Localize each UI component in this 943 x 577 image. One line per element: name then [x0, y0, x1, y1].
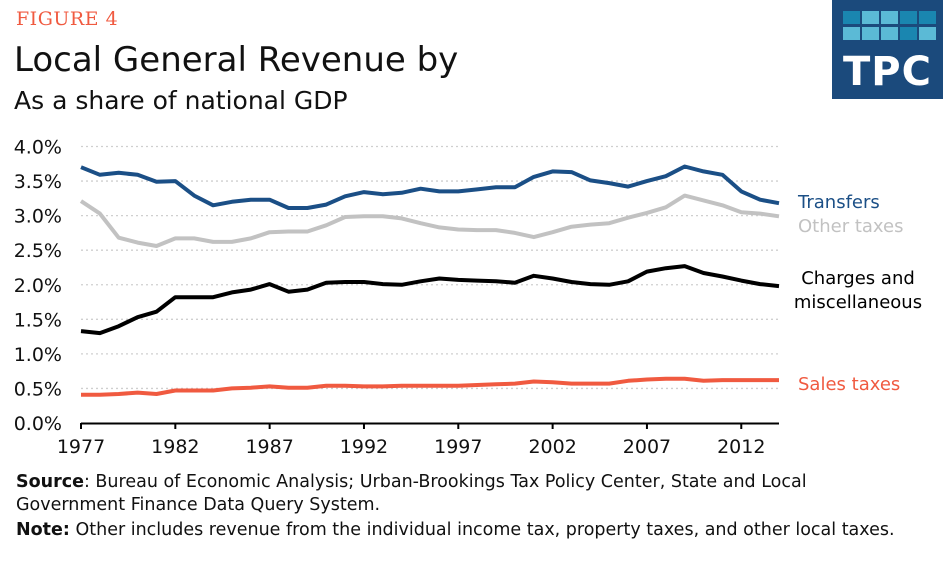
y-tick-label: 1.0%	[14, 344, 62, 366]
x-tick-label: 2007	[623, 436, 671, 458]
tpc-logo: TPC	[832, 0, 943, 99]
logo-square	[881, 27, 898, 40]
series-line-transfers	[80, 164, 780, 210]
logo-square	[843, 11, 860, 24]
logo-square	[900, 27, 917, 40]
y-tick-label: 2.0%	[14, 275, 62, 297]
chart-subtitle: As a share of national GDP	[14, 86, 348, 115]
logo-square	[919, 27, 936, 40]
x-tick-label: 1992	[340, 436, 388, 458]
logo-square	[862, 11, 879, 24]
logo-square	[862, 27, 879, 40]
series-line-sales	[81, 376, 779, 397]
source-text: : Bureau of Economic Analysis; Urban-Bro…	[16, 472, 807, 515]
y-tick-label: 2.5%	[14, 240, 62, 262]
legend-label-sales: Sales taxes	[798, 374, 900, 395]
x-tick-label: 1982	[151, 436, 199, 458]
logo-square	[900, 11, 917, 24]
series-line-charges	[80, 264, 780, 336]
y-tick-label: 1.5%	[14, 309, 62, 331]
chart-title: Local General Revenue by	[14, 40, 459, 80]
legend-label-charges: Charges and	[801, 268, 915, 289]
legend-label-transfers: Transfers	[797, 192, 880, 213]
logo-square	[919, 11, 936, 24]
x-tick-label: 1997	[434, 436, 482, 458]
x-tick-label: 2002	[528, 436, 576, 458]
y-tick-label: 3.5%	[14, 171, 62, 193]
note: Note: Other includes revenue from the in…	[16, 519, 916, 542]
note-text: Other includes revenue from the individu…	[69, 520, 895, 540]
series-line-other-taxes	[79, 193, 780, 248]
source-note: Source: Bureau of Economic Analysis; Urb…	[16, 471, 916, 517]
y-tick-label: 3.0%	[14, 206, 62, 228]
x-tick-label: 1977	[57, 436, 105, 458]
source-label: Source	[16, 472, 84, 492]
logo-square	[881, 11, 898, 24]
y-tick-label: 0.0%	[14, 413, 62, 435]
note-label: Note:	[16, 520, 70, 540]
y-tick-label: 4.0%	[14, 137, 62, 159]
x-tick-label: 2012	[717, 436, 765, 458]
y-tick-label: 0.5%	[14, 378, 62, 400]
legend-label-charges: miscellaneous	[794, 292, 922, 313]
legend-label-other-taxes: Other taxes	[798, 216, 903, 237]
logo-square	[843, 27, 860, 40]
logo-text: TPC	[843, 49, 932, 95]
figure-label: FIGURE 4	[16, 8, 119, 30]
x-tick-label: 1987	[245, 436, 293, 458]
